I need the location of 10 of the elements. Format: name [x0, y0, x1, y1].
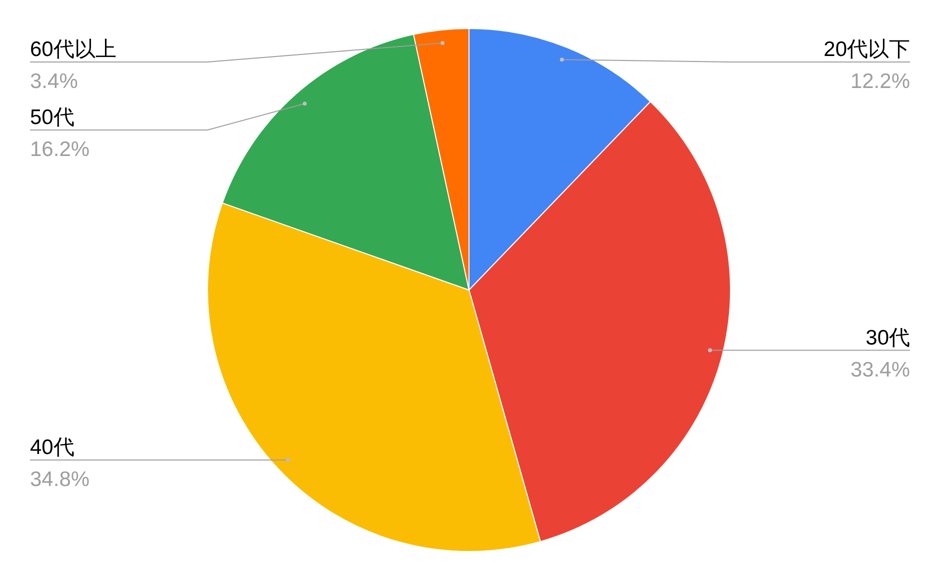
data-label: 34.8%	[30, 468, 90, 492]
slice-label: 60代以上	[30, 38, 116, 61]
slice-label: 30代	[866, 326, 910, 350]
data-label: 16.2%	[30, 138, 90, 161]
data-label: 12.2%	[850, 70, 910, 93]
data-label: 3.4%	[30, 70, 78, 93]
slice-label: 50代	[30, 106, 74, 129]
slice-label: 20代以下	[824, 38, 910, 61]
data-label: 33.4%	[850, 358, 910, 382]
slice-label: 40代	[30, 436, 74, 460]
